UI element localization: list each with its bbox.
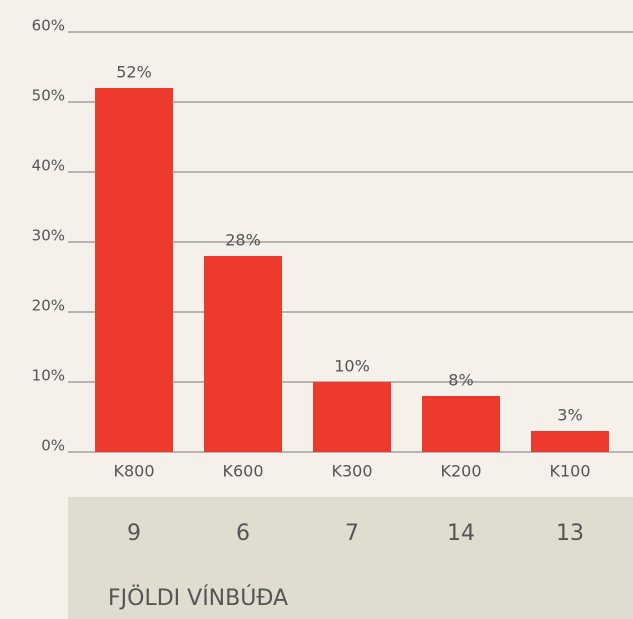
table-count: 6 [236,521,250,546]
value-label: 8% [448,371,473,390]
table-label: FJÖLDI VÍNBÚÐA [108,585,288,611]
y-tick-label: 0% [41,437,65,455]
y-tick-label: 40% [32,157,65,175]
value-label: 3% [557,406,582,425]
y-tick-label: 30% [32,227,65,245]
table-count: 7 [345,521,359,546]
y-tick-label: 50% [32,87,65,105]
x-tick-label: K100 [549,462,590,481]
x-tick-label: K300 [331,462,372,481]
table-count: 13 [556,521,584,546]
bar [531,431,609,452]
x-tick-label: K600 [222,462,263,481]
value-label: 52% [116,63,152,82]
table-count: 9 [127,521,141,546]
bar [422,396,500,452]
bar [95,88,173,452]
bar [204,256,282,452]
y-tick-label: 20% [32,297,65,315]
y-tick-label: 10% [32,367,65,385]
x-tick-label: K200 [440,462,481,481]
value-label: 10% [334,357,370,376]
y-tick-label: 60% [32,17,65,35]
x-tick-label: K800 [113,462,154,481]
value-label: 28% [225,231,261,250]
table-count: 14 [447,521,475,546]
bar [313,382,391,452]
table-panel [68,497,633,619]
